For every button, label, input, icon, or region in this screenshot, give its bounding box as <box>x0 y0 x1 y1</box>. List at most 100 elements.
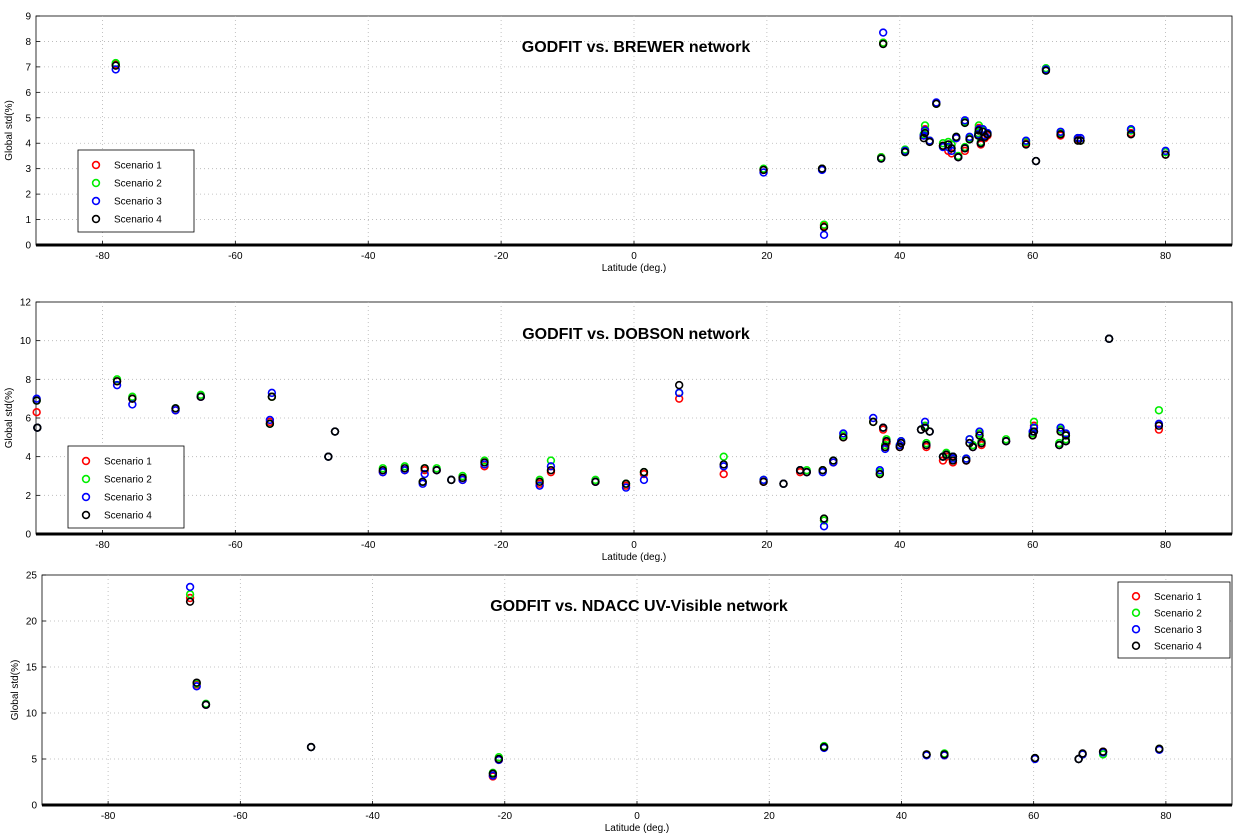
data-point <box>674 388 684 398</box>
legend-box <box>1117 581 1231 659</box>
data-point <box>1056 127 1065 136</box>
data-point <box>1001 437 1011 446</box>
data-point <box>719 460 728 469</box>
x-tick-label: 80 <box>1160 540 1172 551</box>
data-point <box>1076 136 1085 145</box>
plot-area <box>41 574 1233 806</box>
data-point <box>185 582 195 592</box>
data-point <box>621 483 631 492</box>
series-scenario-4 <box>111 39 1170 232</box>
data-point <box>974 126 984 135</box>
x-axis-label: Latitude (deg.) <box>602 552 667 563</box>
legend-label: Scenario 2 <box>1154 608 1202 619</box>
data-point <box>719 469 728 479</box>
data-point <box>420 469 429 479</box>
y-tick-label: 8 <box>25 37 31 48</box>
y-tick-label: 20 <box>26 617 38 628</box>
data-point <box>976 139 986 148</box>
y-tick-label: 0 <box>25 530 31 541</box>
data-point <box>839 433 848 442</box>
x-tick-label: 80 <box>1160 251 1172 262</box>
data-point <box>458 473 467 483</box>
data-point <box>112 377 122 386</box>
data-point <box>983 130 992 139</box>
data-point <box>962 456 971 465</box>
data-point <box>920 128 930 138</box>
legend-marker <box>1131 641 1141 650</box>
data-point <box>494 754 504 764</box>
data-point <box>948 456 958 465</box>
data-point <box>330 427 340 436</box>
data-point <box>819 230 829 240</box>
data-point <box>878 423 888 432</box>
data-point <box>1161 150 1170 159</box>
data-point <box>32 396 41 405</box>
legend-box <box>77 149 195 233</box>
data-point <box>1021 140 1031 149</box>
data-point <box>938 141 948 150</box>
x-tick-label: 20 <box>761 540 773 551</box>
x-tick-label: -20 <box>494 251 509 262</box>
x-tick-label: -60 <box>228 540 243 551</box>
data-point <box>875 469 885 479</box>
data-point <box>621 479 631 488</box>
legend-marker <box>1131 608 1141 617</box>
data-point <box>819 222 829 232</box>
data-point <box>839 429 848 438</box>
data-point <box>759 165 768 175</box>
data-point <box>480 458 489 467</box>
data-point <box>932 99 941 108</box>
data-point <box>196 392 205 401</box>
x-tick-label: 60 <box>1028 811 1040 822</box>
data-point <box>719 452 728 461</box>
data-point <box>1104 334 1114 343</box>
y-axis-label: Global std(%) <box>4 100 15 161</box>
y-axis-label: Global std(%) <box>4 388 15 449</box>
data-point <box>128 400 137 409</box>
data-point <box>674 380 684 390</box>
x-tick-label: -80 <box>95 251 110 262</box>
data-point <box>378 466 388 475</box>
data-point <box>896 438 906 448</box>
data-point <box>1055 440 1064 450</box>
chart-title: GODFIT vs. NDACC UV-Visible network <box>490 598 788 615</box>
data-point <box>1073 136 1083 145</box>
data-point <box>952 132 961 142</box>
y-tick-label: 25 <box>26 571 38 582</box>
data-point <box>878 39 888 49</box>
data-point <box>1056 130 1065 139</box>
legend: Scenario 1 Scenario 2 Scenario 3 Scenario 4 <box>67 445 185 529</box>
x-tick-label: 20 <box>764 811 776 822</box>
data-point <box>546 466 556 475</box>
x-tick-label: -60 <box>233 811 248 822</box>
legend-label: Scenario 1 <box>114 161 162 172</box>
x-tick-label: 0 <box>631 251 637 262</box>
legend-label: Scenario 2 <box>104 475 152 486</box>
y-tick-label: 4 <box>25 452 31 463</box>
data-point <box>802 467 811 477</box>
data-point <box>1041 66 1051 75</box>
data-point <box>185 593 195 603</box>
data-point <box>1078 749 1087 758</box>
data-point <box>432 466 441 475</box>
data-point <box>920 126 930 135</box>
data-point <box>535 481 544 490</box>
legend: Scenario 1 Scenario 2 Scenario 3 Scenario 4 <box>1117 581 1231 659</box>
x-tick-label: 20 <box>761 251 773 262</box>
y-tick-label: 4 <box>25 139 31 150</box>
y-tick-label: 1 <box>25 215 31 226</box>
data-point <box>920 121 930 130</box>
data-point <box>1098 747 1108 756</box>
legend-marker <box>1131 592 1141 601</box>
data-point <box>1056 423 1065 432</box>
legend-label: Scenario 1 <box>1154 592 1202 603</box>
data-point <box>919 133 928 143</box>
legend-marker <box>81 456 91 466</box>
data-point <box>171 404 180 413</box>
x-axis-label: Latitude (deg.) <box>605 823 670 834</box>
data-point <box>1154 425 1164 434</box>
x-axis-label: Latitude (deg.) <box>602 263 667 274</box>
data-point <box>418 477 427 486</box>
data-point <box>1126 125 1136 134</box>
